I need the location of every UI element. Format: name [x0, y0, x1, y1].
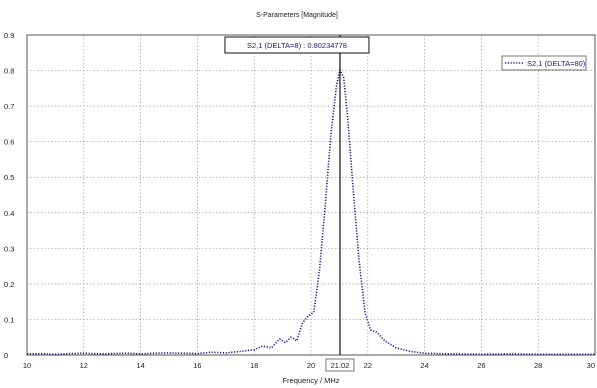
legend-box — [501, 55, 587, 71]
x-tick-label: 24 — [420, 361, 428, 370]
y-tick-label: 0.8 — [4, 67, 14, 76]
y-tick-label: 0.5 — [4, 173, 14, 182]
y-tick-label: 0.3 — [4, 244, 14, 253]
y-tick-label: 0.7 — [4, 102, 14, 111]
chart-title: S-Parameters [Magnitude] — [256, 12, 338, 19]
x-tick-label: 18 — [250, 361, 258, 370]
plot-area — [26, 34, 596, 356]
y-tick-labels: 0 0.1 0.2 0.3 0.4 0.5 0.6 0.7 0.8 0.9 — [4, 31, 14, 360]
y-tick-label: 0 — [4, 351, 8, 360]
series-group — [26, 67, 595, 356]
x-tick-labels: 10 12 14 16 18 20 22 24 26 28 30 — [23, 361, 595, 370]
x-tick-label: 20 — [307, 361, 315, 370]
marker-readout-label: S2,1 (DELTA=8) : 0.80234778 — [247, 41, 347, 50]
y-tick-label: 0.6 — [4, 138, 14, 147]
marker-x-box — [325, 358, 355, 372]
x-tick-label: 28 — [534, 361, 542, 370]
x-axis-label: Frequency / MHz — [282, 376, 339, 385]
y-tick-label: 0.9 — [4, 31, 14, 40]
marker-x-label: 21.02 — [331, 361, 350, 370]
x-tick-label: 12 — [80, 361, 88, 370]
x-tick-label: 16 — [193, 361, 201, 370]
grid-lines — [27, 35, 595, 355]
y-tick-label: 0.1 — [4, 315, 14, 324]
legend: S2,1 (DELTA=80) — [501, 55, 587, 71]
x-tick-label: 14 — [136, 361, 144, 370]
x-tick-label: 22 — [364, 361, 372, 370]
x-tick-label: 30 — [587, 361, 595, 370]
x-tick-label: 26 — [477, 361, 485, 370]
x-tick-label: 10 — [23, 361, 31, 370]
marker-readout-box — [224, 36, 370, 54]
series-line — [26, 67, 595, 356]
y-tick-label: 0.2 — [4, 280, 14, 289]
marker-group[interactable]: 21.02 S2,1 (DELTA=8) : 0.80234778 — [224, 35, 370, 372]
y-tick-label: 0.4 — [4, 209, 14, 218]
legend-entry-label: S2,1 (DELTA=80) — [527, 59, 586, 68]
